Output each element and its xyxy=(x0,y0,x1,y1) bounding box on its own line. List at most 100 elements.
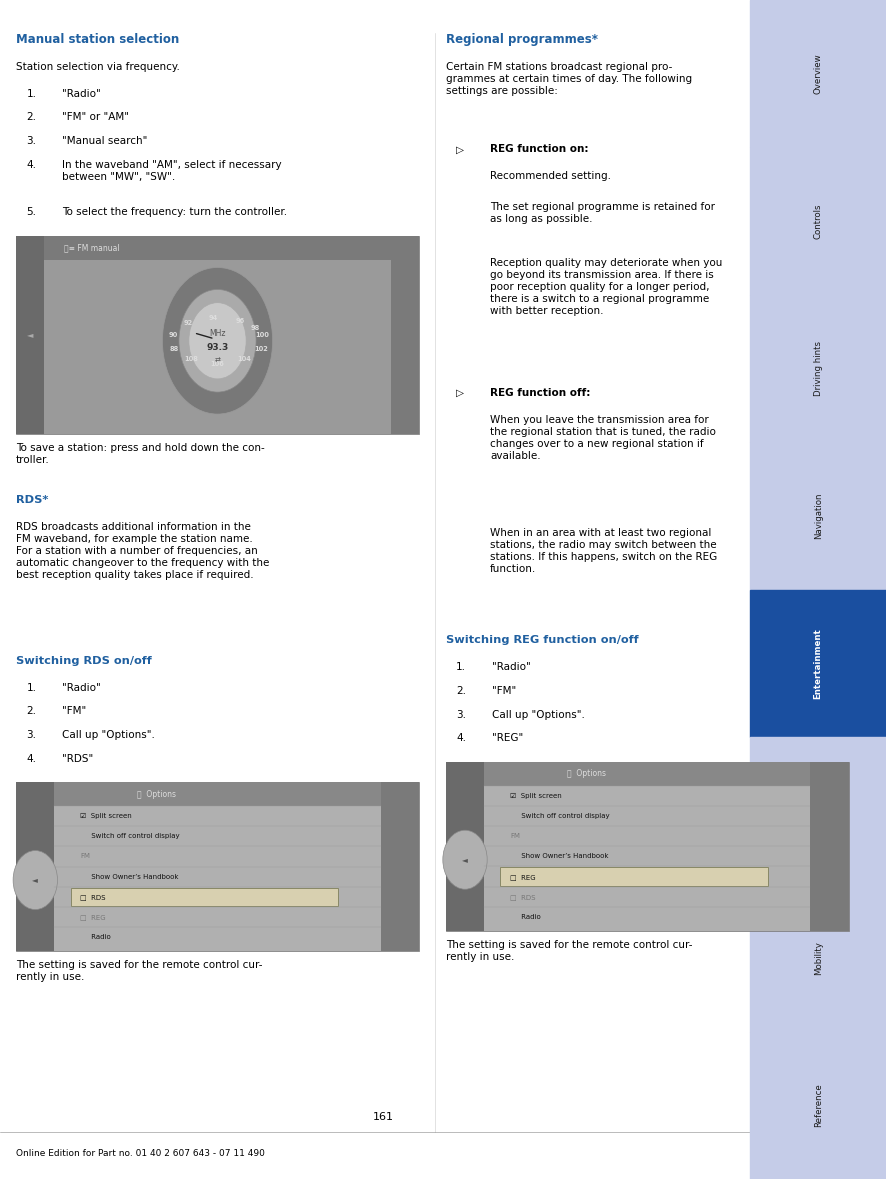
Circle shape xyxy=(443,830,487,889)
Text: Certain FM stations broadcast regional pro-
grammes at certain times of day. The: Certain FM stations broadcast regional p… xyxy=(446,61,692,95)
Text: Radio: Radio xyxy=(81,935,111,941)
Text: Switch off control display: Switch off control display xyxy=(81,834,180,839)
Bar xyxy=(750,147,886,295)
Text: Show Owner’s Handbook: Show Owner’s Handbook xyxy=(81,874,179,880)
Text: 🔔  Options: 🔔 Options xyxy=(567,769,606,778)
Text: Online Edition for Part no. 01 40 2 607 643 - 07 11 490: Online Edition for Part no. 01 40 2 607 … xyxy=(16,1148,265,1158)
Text: 4.: 4. xyxy=(27,753,36,764)
Text: Controls: Controls xyxy=(813,203,823,239)
Bar xyxy=(750,1032,886,1179)
Bar xyxy=(391,236,419,434)
Text: 5.: 5. xyxy=(27,208,36,217)
Text: To save a station: press and hold down the con-
troller.: To save a station: press and hold down t… xyxy=(16,443,265,466)
Text: 3.: 3. xyxy=(27,136,36,146)
Text: Overview: Overview xyxy=(813,53,823,94)
Text: 106: 106 xyxy=(211,361,224,367)
Text: Reference: Reference xyxy=(813,1084,823,1127)
Bar xyxy=(381,783,419,950)
Text: "FM": "FM" xyxy=(492,686,516,696)
Text: ◄: ◄ xyxy=(27,330,34,340)
Text: □  RDS: □ RDS xyxy=(510,894,535,900)
Text: "Radio": "Radio" xyxy=(492,663,531,672)
Text: "FM" or "AM": "FM" or "AM" xyxy=(62,112,129,123)
Text: ▷: ▷ xyxy=(456,388,464,397)
Text: 1.: 1. xyxy=(27,683,36,692)
Text: Switching REG function on/off: Switching REG function on/off xyxy=(446,635,638,645)
Text: Switching RDS on/off: Switching RDS on/off xyxy=(16,656,152,666)
Text: 108: 108 xyxy=(184,356,198,362)
Bar xyxy=(750,590,886,737)
Text: 2.: 2. xyxy=(456,686,466,696)
Text: REG function off:: REG function off: xyxy=(490,388,590,397)
Circle shape xyxy=(13,850,58,909)
Text: Recommended setting.: Recommended setting. xyxy=(490,171,611,182)
Text: 1.: 1. xyxy=(27,88,36,99)
Bar xyxy=(54,783,381,950)
Text: The setting is saved for the remote control cur-
rently in use.: The setting is saved for the remote cont… xyxy=(446,940,692,962)
Text: □  REG: □ REG xyxy=(81,914,106,920)
Bar xyxy=(446,762,484,930)
Text: ◄: ◄ xyxy=(462,855,468,864)
Text: 94: 94 xyxy=(209,315,218,321)
Text: "Manual search": "Manual search" xyxy=(62,136,147,146)
Bar xyxy=(750,0,886,147)
Text: □  REG: □ REG xyxy=(510,874,536,880)
Text: Entertainment: Entertainment xyxy=(813,627,823,699)
Circle shape xyxy=(189,303,246,378)
Text: MHz: MHz xyxy=(209,329,226,338)
Text: 98: 98 xyxy=(251,324,260,331)
Text: ▷: ▷ xyxy=(456,145,464,154)
Text: Driving hints: Driving hints xyxy=(813,341,823,396)
Text: Call up "Options".: Call up "Options". xyxy=(62,730,155,740)
Text: Mobility: Mobility xyxy=(813,941,823,975)
Bar xyxy=(71,888,338,905)
Text: 4.: 4. xyxy=(456,733,466,744)
Text: 1.: 1. xyxy=(456,663,466,672)
Bar xyxy=(484,762,811,930)
Text: 93.3: 93.3 xyxy=(206,343,229,353)
Text: 102: 102 xyxy=(254,345,268,351)
Text: Manual station selection: Manual station selection xyxy=(16,33,179,46)
Circle shape xyxy=(162,268,273,414)
Text: RDS broadcasts additional information in the
FM waveband, for example the statio: RDS broadcasts additional information in… xyxy=(16,521,269,580)
Text: FM: FM xyxy=(81,854,90,859)
Text: In the waveband "AM", select if necessary
between "MW", "SW".: In the waveband "AM", select if necessar… xyxy=(62,160,282,182)
Bar xyxy=(750,442,886,590)
Text: 3.: 3. xyxy=(27,730,36,740)
Bar xyxy=(16,783,54,950)
Bar xyxy=(16,236,44,434)
Text: 88: 88 xyxy=(169,345,179,351)
Text: 96: 96 xyxy=(236,318,245,324)
Text: "RDS": "RDS" xyxy=(62,753,93,764)
Text: FM: FM xyxy=(510,834,520,839)
Text: "FM": "FM" xyxy=(62,706,86,717)
Text: ☑  Split screen: ☑ Split screen xyxy=(81,814,132,819)
Text: 🔈≡ FM manual: 🔈≡ FM manual xyxy=(65,243,120,252)
Text: RDS*: RDS* xyxy=(16,495,49,505)
Text: Show Owner’s Handbook: Show Owner’s Handbook xyxy=(510,854,609,859)
Text: 90: 90 xyxy=(168,332,177,338)
Text: REG function on:: REG function on: xyxy=(490,145,588,154)
Text: 104: 104 xyxy=(237,356,251,362)
Text: When you leave the transmission area for
the regional station that is tuned, the: When you leave the transmission area for… xyxy=(490,415,716,461)
Text: 161: 161 xyxy=(373,1113,393,1122)
Bar xyxy=(750,295,886,442)
Text: 2.: 2. xyxy=(27,112,36,123)
Text: 🔔  Options: 🔔 Options xyxy=(136,790,176,798)
Text: 100: 100 xyxy=(255,332,269,338)
Bar xyxy=(16,236,419,259)
Text: Station selection via frequency.: Station selection via frequency. xyxy=(16,61,180,72)
Bar xyxy=(811,762,849,930)
Text: ⇄: ⇄ xyxy=(214,357,221,363)
Text: □  RDS: □ RDS xyxy=(81,894,105,900)
Text: "REG": "REG" xyxy=(492,733,523,744)
Text: Switch off control display: Switch off control display xyxy=(510,812,610,819)
Text: Communication: Communication xyxy=(813,777,823,844)
Text: 4.: 4. xyxy=(27,160,36,170)
Text: ☑  Split screen: ☑ Split screen xyxy=(510,792,562,798)
Text: 92: 92 xyxy=(183,321,192,327)
Bar xyxy=(446,762,849,930)
Bar xyxy=(750,737,886,884)
Text: When in an area with at least two regional
stations, the radio may switch betwee: When in an area with at least two region… xyxy=(490,528,717,574)
Circle shape xyxy=(179,290,256,393)
